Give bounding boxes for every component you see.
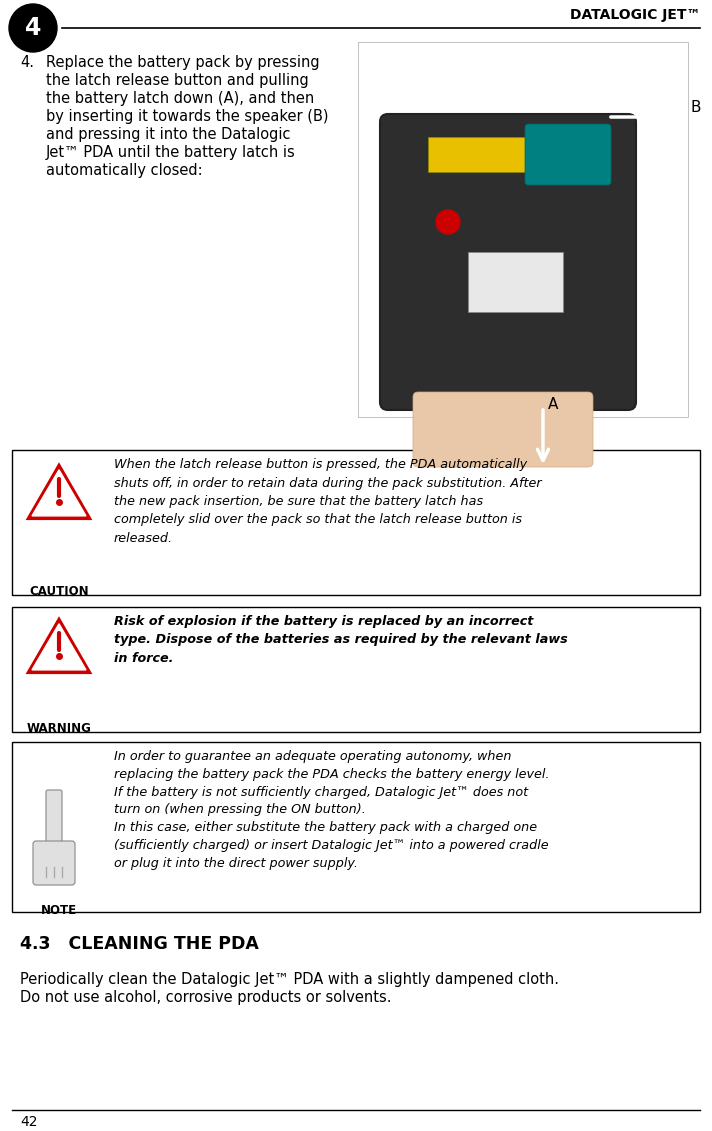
- Circle shape: [436, 210, 460, 234]
- Text: NOTE: NOTE: [41, 904, 77, 917]
- Polygon shape: [32, 624, 86, 670]
- FancyBboxPatch shape: [33, 841, 75, 884]
- FancyBboxPatch shape: [12, 450, 700, 595]
- Text: DATALOGIC JET™: DATALOGIC JET™: [570, 8, 700, 21]
- Text: the latch release button and pulling: the latch release button and pulling: [46, 74, 309, 88]
- Text: WARNING: WARNING: [26, 722, 91, 735]
- Text: automatically closed:: automatically closed:: [46, 163, 203, 178]
- Text: A: A: [548, 397, 558, 412]
- FancyBboxPatch shape: [12, 742, 700, 912]
- FancyBboxPatch shape: [12, 607, 700, 732]
- Polygon shape: [28, 465, 90, 519]
- Text: the battery latch down (A), and then: the battery latch down (A), and then: [46, 90, 314, 106]
- Text: B: B: [690, 100, 701, 114]
- FancyBboxPatch shape: [46, 789, 62, 849]
- Text: Risk of explosion if the battery is replaced by an incorrect
type. Dispose of th: Risk of explosion if the battery is repl…: [114, 615, 567, 665]
- FancyBboxPatch shape: [413, 392, 593, 467]
- Text: Periodically clean the Datalogic Jet™ PDA with a slightly dampened cloth.: Periodically clean the Datalogic Jet™ PD…: [20, 972, 559, 987]
- Text: Replace the battery pack by pressing: Replace the battery pack by pressing: [46, 55, 320, 70]
- Text: Do not use alcohol, corrosive products or solvents.: Do not use alcohol, corrosive products o…: [20, 990, 392, 1005]
- Text: Jet™ PDA until the battery latch is: Jet™ PDA until the battery latch is: [46, 145, 295, 159]
- Text: by inserting it towards the speaker (B): by inserting it towards the speaker (B): [46, 109, 328, 124]
- Text: 4: 4: [25, 16, 41, 40]
- FancyBboxPatch shape: [468, 252, 563, 312]
- Text: 42: 42: [20, 1115, 38, 1129]
- FancyBboxPatch shape: [358, 42, 688, 417]
- Text: In order to guarantee an adequate operating autonomy, when
replacing the battery: In order to guarantee an adequate operat…: [114, 750, 550, 870]
- Circle shape: [9, 5, 57, 52]
- Text: and pressing it into the Datalogic: and pressing it into the Datalogic: [46, 127, 290, 143]
- Text: 4.3   CLEANING THE PDA: 4.3 CLEANING THE PDA: [20, 935, 259, 953]
- FancyBboxPatch shape: [525, 124, 611, 185]
- Text: When the latch release button is pressed, the PDA automatically
shuts off, in or: When the latch release button is pressed…: [114, 458, 542, 545]
- FancyBboxPatch shape: [428, 137, 528, 172]
- Polygon shape: [28, 619, 90, 673]
- Text: 4.: 4.: [20, 55, 34, 70]
- Polygon shape: [32, 469, 86, 516]
- FancyBboxPatch shape: [380, 114, 636, 411]
- Text: CAUTION: CAUTION: [29, 585, 89, 598]
